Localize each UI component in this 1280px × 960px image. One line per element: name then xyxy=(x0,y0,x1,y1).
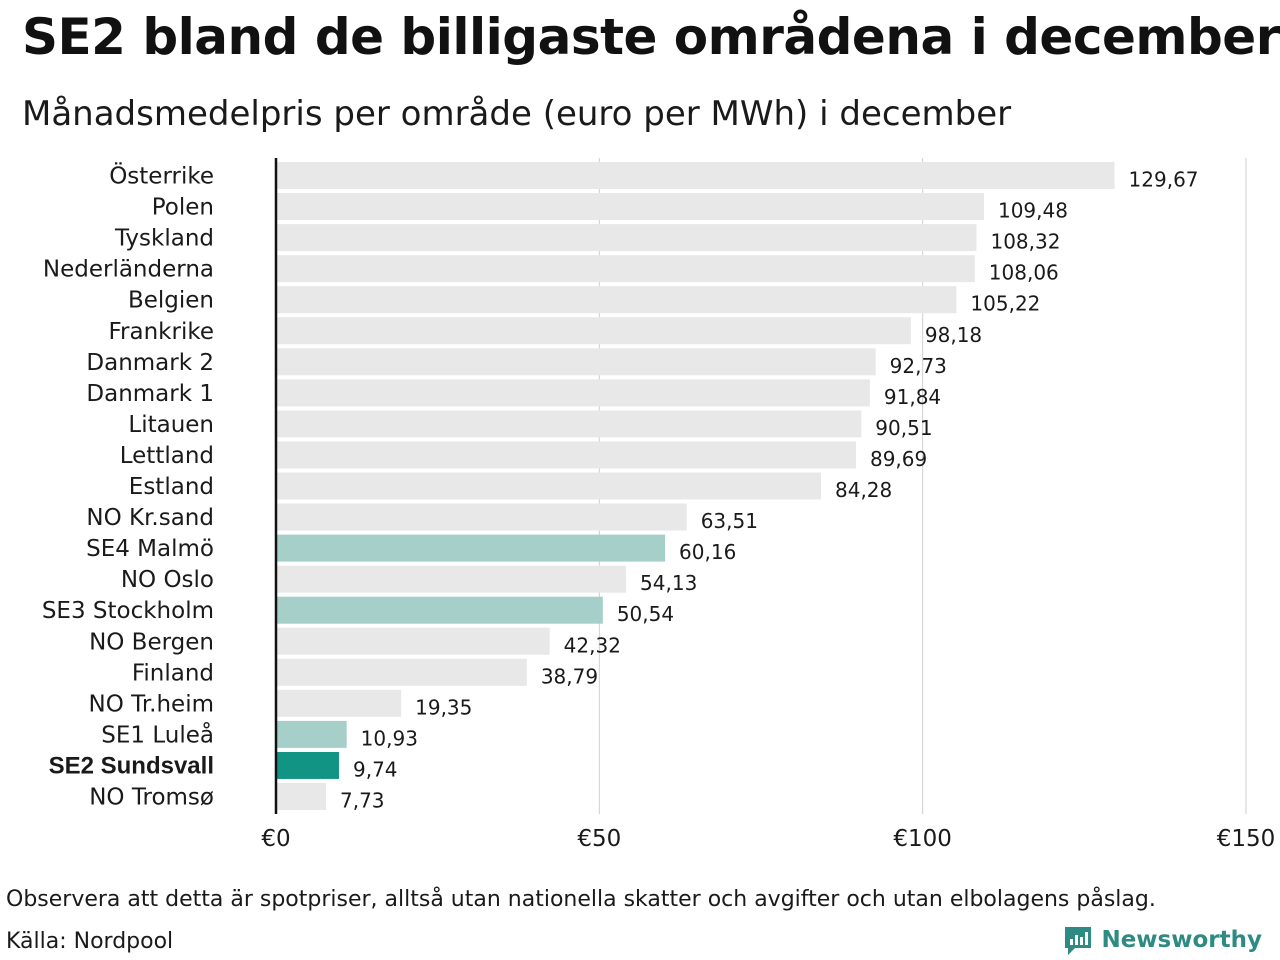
value-label-13: 54,13 xyxy=(640,571,697,595)
category-label-2: Tyskland xyxy=(114,226,214,252)
value-label-4: 105,22 xyxy=(970,292,1040,316)
value-label-7: 91,84 xyxy=(884,385,941,409)
value-label-12: 60,16 xyxy=(679,540,736,564)
value-label-14: 50,54 xyxy=(617,602,674,626)
x-tick-label-2: €100 xyxy=(893,826,952,852)
category-label-19: SE2 Sundsvall xyxy=(49,752,214,779)
bar-20 xyxy=(276,783,326,810)
bar-10 xyxy=(276,472,822,500)
value-label-17: 19,35 xyxy=(415,695,472,719)
bar-13 xyxy=(276,565,627,593)
bar-16 xyxy=(276,658,527,686)
footer-source: Källa: Nordpool xyxy=(6,929,174,954)
category-label-15: NO Bergen xyxy=(89,629,214,655)
category-label-13: NO Oslo xyxy=(121,567,214,593)
category-label-14: SE3 Stockholm xyxy=(42,598,214,624)
value-label-16: 38,79 xyxy=(541,664,598,688)
category-label-17: NO Tr.heim xyxy=(89,691,214,717)
chart-subtitle: Månadsmedelpris per område (euro per MWh… xyxy=(22,94,1012,134)
bar-chart: Österrike 129,67 Polen 109,48 Tyskland 108,32… xyxy=(42,158,1276,852)
category-label-12: SE4 Malmö xyxy=(86,536,214,562)
value-label-19: 9,74 xyxy=(353,757,398,781)
category-label-8: Litauen xyxy=(128,412,214,438)
bar-1 xyxy=(276,193,984,221)
bar-17 xyxy=(276,689,402,717)
value-label-5: 98,18 xyxy=(925,323,982,347)
value-label-6: 92,73 xyxy=(890,354,947,378)
bar-0 xyxy=(276,162,1115,189)
bar-6 xyxy=(276,348,876,376)
bar-2 xyxy=(276,224,977,252)
x-tick-label-3: €150 xyxy=(1217,826,1276,852)
category-label-16: Finland xyxy=(132,660,214,686)
bar-18 xyxy=(276,720,347,748)
value-label-11: 63,51 xyxy=(701,509,758,533)
bar-5 xyxy=(276,317,911,345)
category-label-3: Nederländerna xyxy=(43,257,214,283)
category-label-20: NO Tromsø xyxy=(89,785,214,811)
category-label-4: Belgien xyxy=(128,288,214,314)
category-label-0: Österrike xyxy=(109,162,214,190)
category-label-9: Lettland xyxy=(120,443,214,469)
bar-12 xyxy=(276,534,666,562)
brand-logo: Newsworthy xyxy=(1063,924,1262,956)
category-label-18: SE1 Luleå xyxy=(101,720,214,748)
footer-note: Observera att detta är spotpriser, allts… xyxy=(6,887,1156,912)
value-label-0: 129,67 xyxy=(1129,168,1199,192)
newsworthy-logo-icon xyxy=(1065,927,1092,955)
value-label-20: 7,73 xyxy=(340,789,385,813)
value-label-1: 109,48 xyxy=(998,199,1068,223)
value-label-2: 108,32 xyxy=(990,230,1060,254)
bar-14 xyxy=(276,596,603,624)
value-label-3: 108,06 xyxy=(989,261,1059,285)
value-label-8: 90,51 xyxy=(875,416,932,440)
category-label-1: Polen xyxy=(152,195,214,221)
category-label-7: Danmark 1 xyxy=(86,381,214,407)
bar-3 xyxy=(276,255,975,283)
category-label-6: Danmark 2 xyxy=(86,350,214,376)
x-tick-label-0: €0 xyxy=(261,826,290,852)
bar-4 xyxy=(276,286,957,314)
bar-9 xyxy=(276,441,856,469)
bar-7 xyxy=(276,379,870,407)
x-tick-label-1: €50 xyxy=(577,826,621,852)
value-label-15: 42,32 xyxy=(564,633,621,657)
value-label-18: 10,93 xyxy=(361,726,418,750)
bar-19 xyxy=(276,751,339,779)
value-label-9: 89,69 xyxy=(870,447,927,471)
value-label-10: 84,28 xyxy=(835,478,892,502)
category-label-10: Estland xyxy=(129,474,214,500)
bar-11 xyxy=(276,503,687,531)
chart-title: SE2 bland de billigaste områdena i decem… xyxy=(22,8,1280,66)
category-label-5: Frankrike xyxy=(109,319,215,345)
bar-15 xyxy=(276,627,550,655)
brand-name: Newsworthy xyxy=(1101,927,1262,953)
category-label-11: NO Kr.sand xyxy=(86,505,214,531)
bar-8 xyxy=(276,410,862,438)
